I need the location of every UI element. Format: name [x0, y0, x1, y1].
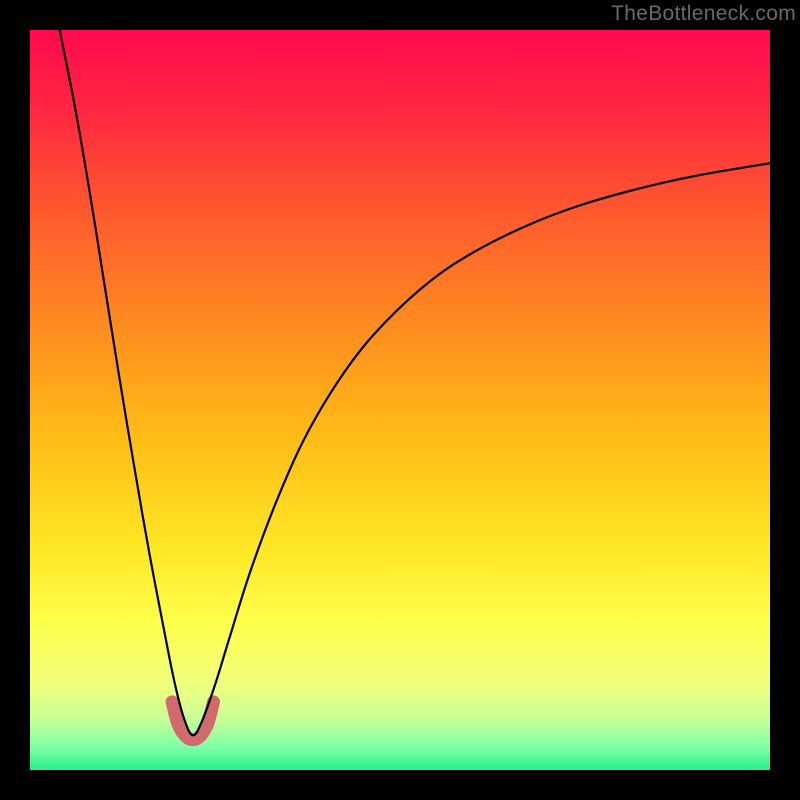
chart-container: TheBottleneck.com [0, 0, 800, 800]
chart-plot-background [30, 30, 770, 770]
watermark-label: TheBottleneck.com [611, 2, 796, 26]
chart-svg [0, 0, 800, 800]
